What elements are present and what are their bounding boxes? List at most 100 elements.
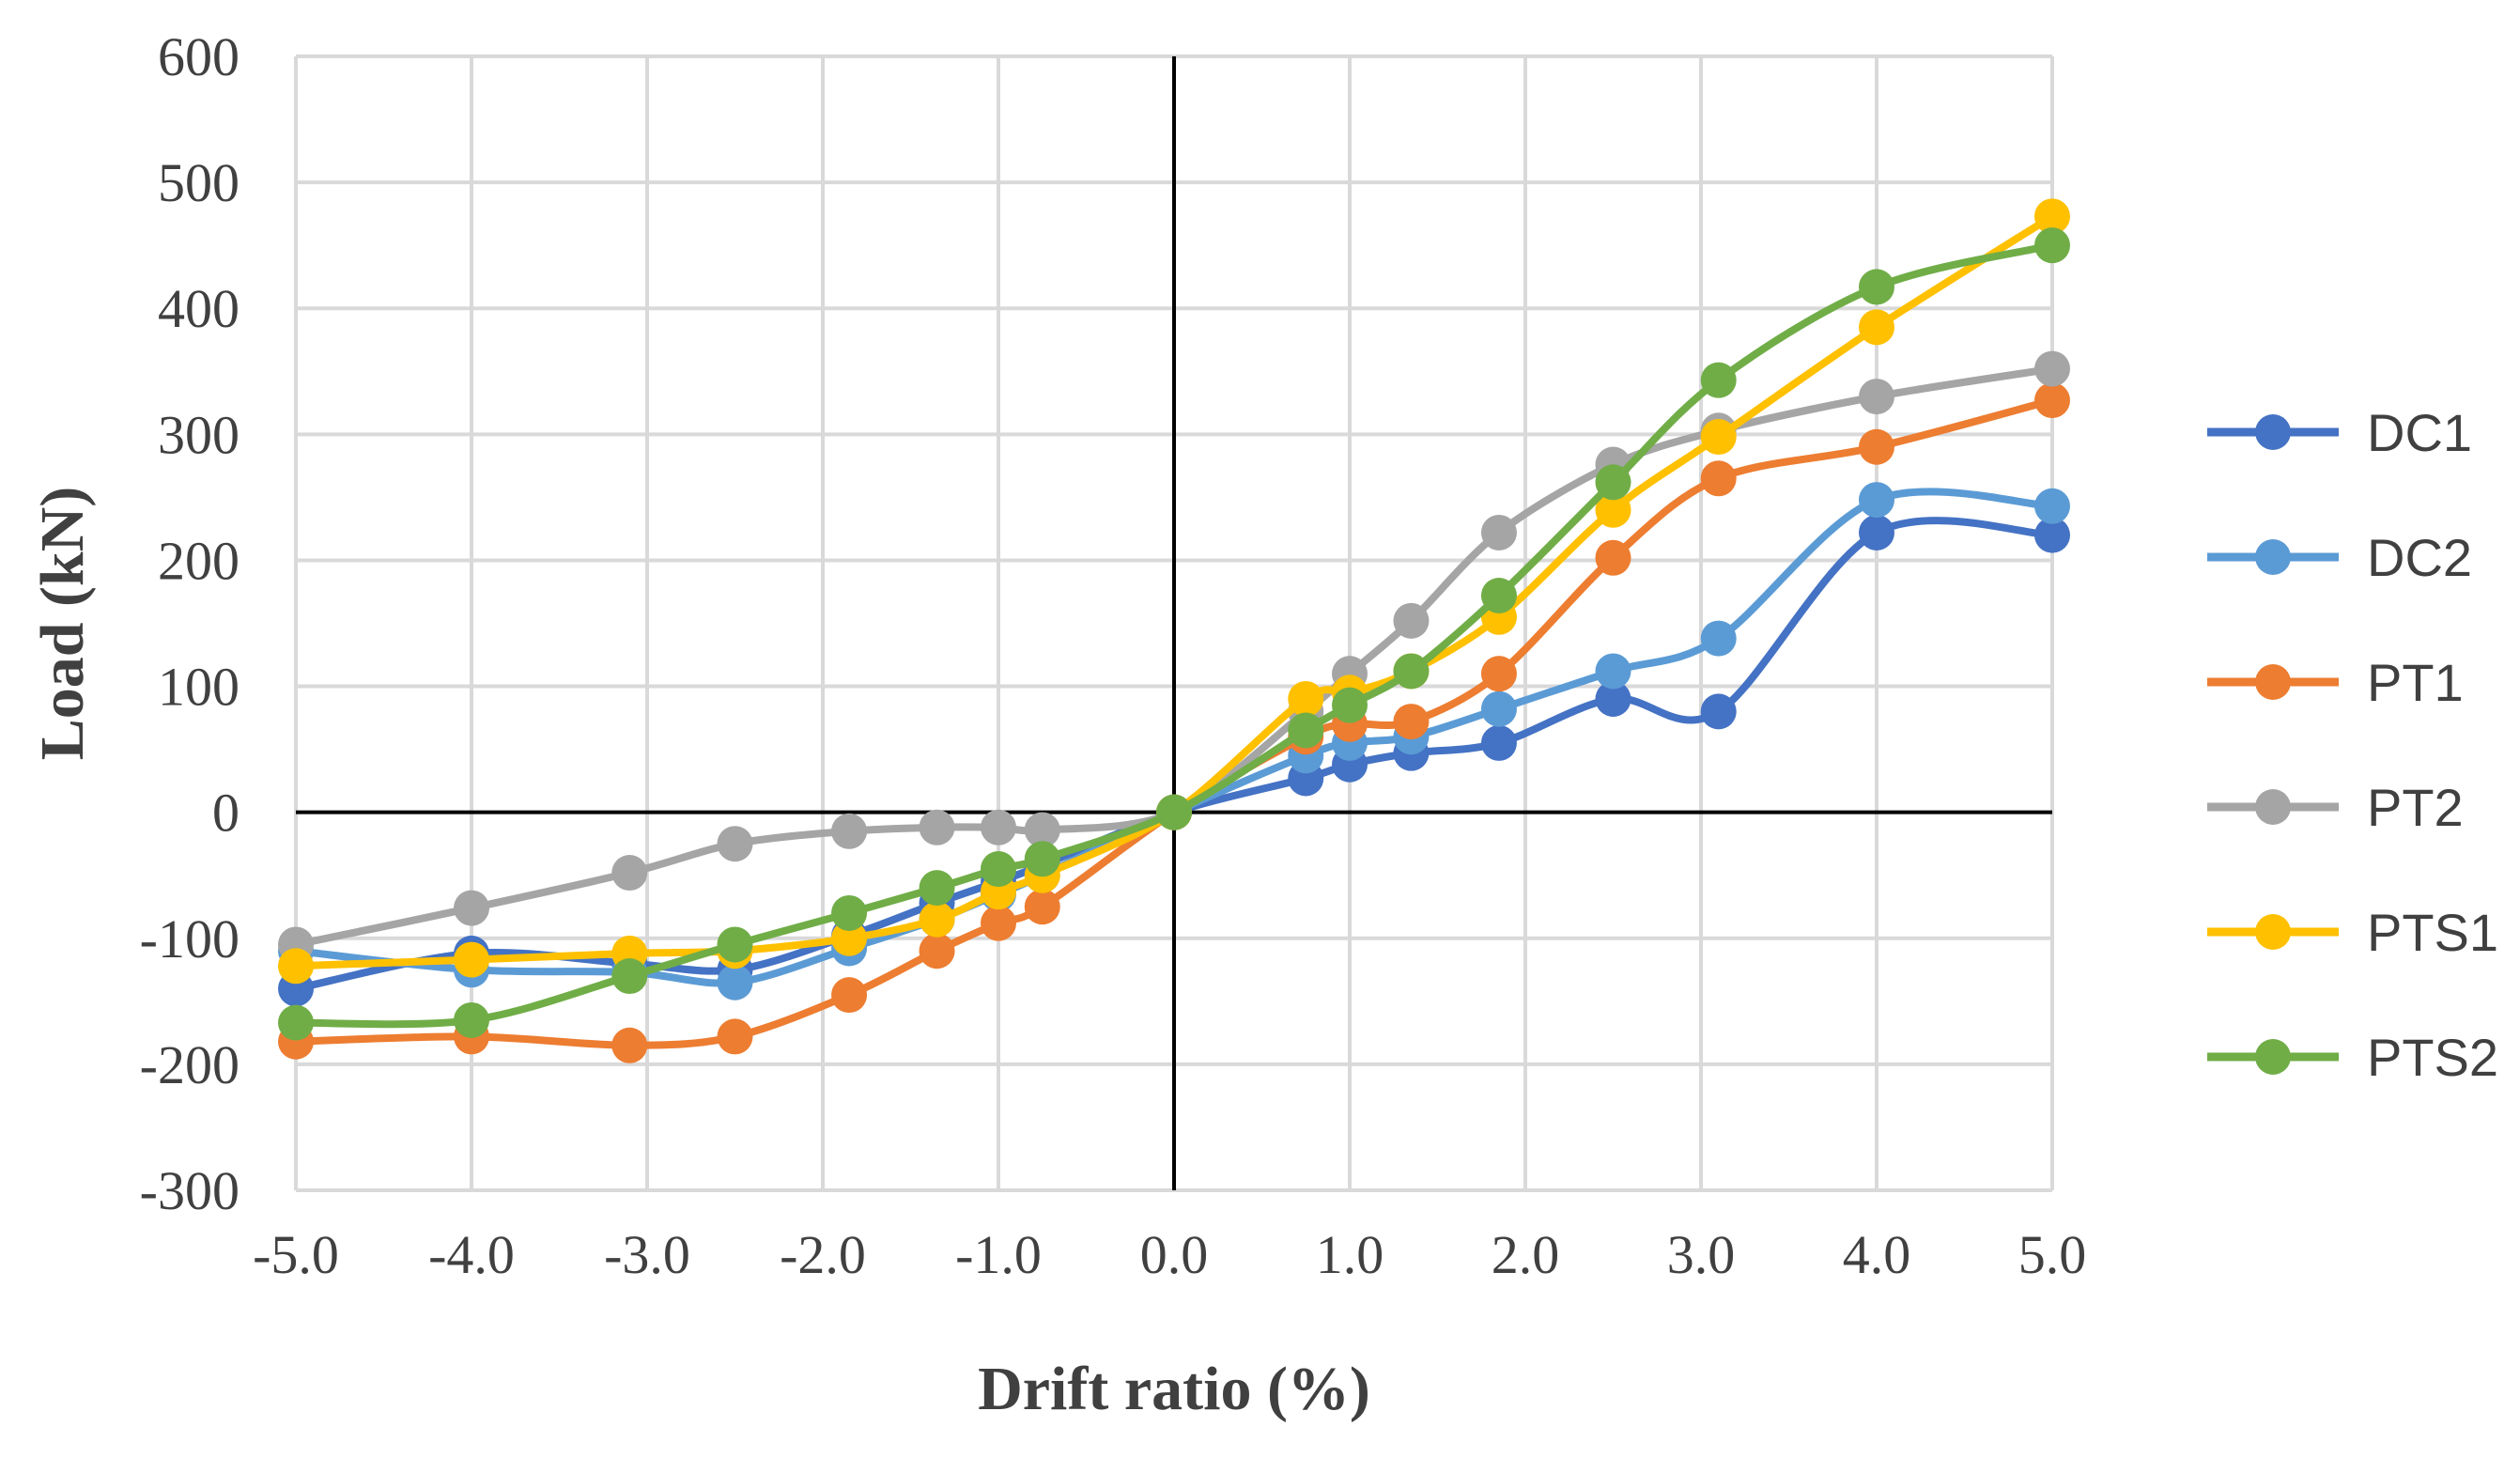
data-point: [1859, 269, 1894, 305]
data-point: [1480, 724, 1517, 761]
data-point: [1393, 653, 1430, 690]
legend-swatch-marker: [2255, 789, 2291, 825]
legend-item-dc1: DC1: [2207, 403, 2472, 462]
x-tick-label: -5.0: [253, 1224, 339, 1285]
series-pts1: [278, 198, 2070, 985]
legend-swatch-marker: [2255, 414, 2291, 450]
data-point: [1700, 419, 1737, 456]
data-point: [611, 855, 648, 892]
x-tick-label: 1.0: [1316, 1224, 1384, 1285]
data-point: [611, 958, 648, 995]
data-point: [278, 1004, 314, 1041]
y-tick-label: 300: [158, 404, 240, 465]
data-point: [831, 920, 868, 956]
data-point: [1024, 889, 1060, 925]
legend-label: PTS2: [2367, 1028, 2498, 1087]
y-tick-label: 500: [158, 152, 240, 213]
data-point: [1859, 309, 1894, 346]
data-point: [454, 890, 489, 926]
data-point: [2034, 350, 2070, 387]
legend-label: PT2: [2367, 778, 2464, 837]
x-tick-label: 5.0: [2018, 1224, 2087, 1285]
series-pts2: [278, 227, 2070, 1041]
x-tick-label: -1.0: [955, 1224, 1042, 1285]
data-point: [1700, 460, 1737, 497]
data-point: [1480, 577, 1517, 613]
data-point: [919, 870, 955, 907]
data-point: [2034, 227, 2070, 264]
series-line: [295, 241, 2053, 1029]
data-point: [1332, 687, 1368, 723]
data-point: [1156, 794, 1192, 830]
x-axis-title: Drift ratio (%): [978, 1355, 1370, 1423]
y-tick-label: 0: [212, 783, 240, 844]
legend-label: DC1: [2367, 403, 2472, 462]
data-point: [2034, 382, 2070, 419]
data-point: [919, 901, 955, 938]
data-point: [454, 1001, 489, 1038]
data-point: [1595, 680, 1631, 717]
legend: DC1 DC2 PT1 PT2 PTS1 PTS2: [2207, 403, 2498, 1087]
y-tick-label: 200: [158, 530, 240, 591]
data-point: [2034, 517, 2070, 553]
data-point: [278, 948, 314, 985]
data-point: [919, 933, 955, 969]
x-tick-label: -4.0: [428, 1224, 515, 1285]
data-point: [1700, 362, 1737, 398]
data-point: [981, 809, 1016, 845]
data-point: [1700, 693, 1737, 730]
data-point: [1859, 482, 1894, 519]
data-point: [919, 809, 955, 845]
y-tick-label: 600: [158, 26, 240, 87]
x-tick-label: 2.0: [1492, 1224, 1560, 1285]
data-point: [1288, 712, 1324, 749]
data-point: [1480, 514, 1517, 551]
series-line: [295, 212, 2055, 970]
legend-item-pts1: PTS1: [2207, 903, 2498, 962]
y-tick-label: 400: [158, 278, 240, 339]
data-point: [831, 977, 868, 1014]
data-point: [1480, 656, 1517, 692]
x-tick-label: -2.0: [780, 1224, 866, 1285]
data-point: [831, 894, 868, 931]
data-point: [1595, 491, 1631, 528]
x-tick-label: 3.0: [1667, 1224, 1736, 1285]
data-point: [1700, 620, 1737, 657]
legend-swatch-marker: [2255, 539, 2291, 575]
data-point: [981, 905, 1016, 941]
x-tick-label: 4.0: [1843, 1224, 1911, 1285]
series-group: [278, 198, 2070, 1063]
data-point: [2034, 488, 2070, 524]
data-point: [1595, 539, 1631, 576]
data-point: [611, 1027, 648, 1063]
legend-swatch-marker: [2255, 914, 2291, 950]
data-point: [1024, 812, 1060, 848]
data-point: [1859, 514, 1894, 551]
legend-item-dc2: DC2: [2207, 528, 2472, 587]
legend-label: PT1: [2367, 653, 2464, 712]
legend-label: PTS1: [2367, 903, 2498, 962]
y-axis-title: Load (kN): [28, 487, 97, 761]
y-tick-label: 100: [158, 657, 240, 718]
legend-item-pts2: PTS2: [2207, 1028, 2498, 1087]
x-tick-label: -3.0: [604, 1224, 690, 1285]
y-tick-label: -200: [140, 1034, 240, 1095]
data-point: [717, 926, 753, 963]
data-point: [1595, 653, 1631, 690]
legend-item-pt1: PT1: [2207, 653, 2464, 712]
legend-swatch-marker: [2255, 664, 2291, 700]
data-point: [1595, 464, 1631, 501]
data-point: [981, 851, 1016, 888]
data-point: [1024, 841, 1060, 877]
data-point: [831, 813, 868, 849]
data-point: [1859, 428, 1894, 465]
data-point: [1393, 602, 1430, 639]
y-tick-label: -300: [140, 1160, 240, 1221]
legend-label: DC2: [2367, 528, 2472, 587]
data-point: [1859, 379, 1894, 415]
data-point: [717, 826, 753, 862]
y-tick-label: -100: [140, 908, 240, 969]
data-point: [1393, 704, 1430, 740]
